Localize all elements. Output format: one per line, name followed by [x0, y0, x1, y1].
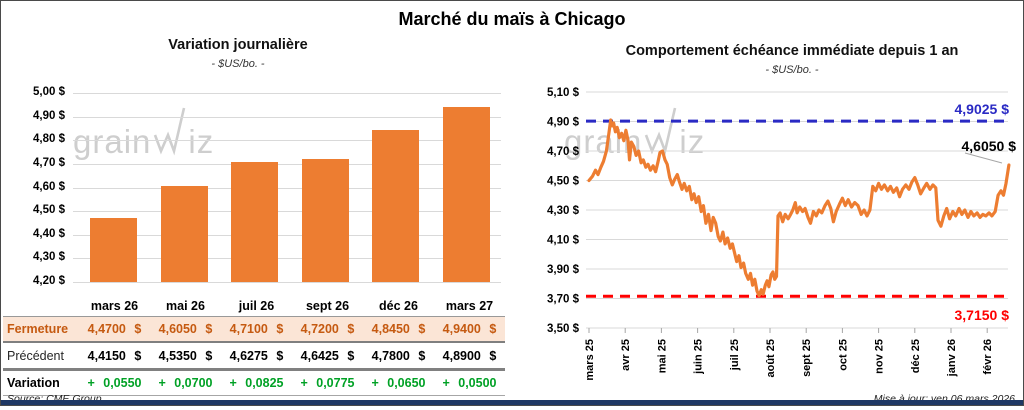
x-axis-tick-label: févr 26 [982, 339, 994, 374]
bar-sept-26 [302, 159, 349, 282]
y-axis-tick-label: 4,60 $ [1, 181, 65, 193]
y-axis-tick-label: 4,30 $ [547, 205, 580, 217]
table-cell: 4,6275 $ [221, 342, 292, 370]
x-axis-tick-label: avr 25 [620, 339, 632, 371]
y-axis-tick-label: 3,50 $ [547, 323, 580, 335]
x-axis-tick-label: sept 25 [801, 339, 813, 377]
y-axis-tick-label: 4,70 $ [1, 157, 65, 169]
row-label: Fermeture [3, 317, 79, 343]
row-label: Précédent [3, 342, 79, 370]
contract-high-label: 4,9025 $ [955, 101, 1010, 117]
table-cell: + 0,0650 [363, 370, 434, 396]
bar-mars-26 [90, 218, 137, 282]
y-axis-tick-label: 4,90 $ [547, 117, 580, 129]
table-cell: + 0,0550 [79, 370, 150, 396]
table-cell: 4,7100 $ [221, 317, 292, 343]
y-axis-tick-label: 4,20 $ [1, 275, 65, 287]
bar-déc-26 [372, 130, 419, 282]
table-cell: + 0,0500 [434, 370, 505, 396]
table-cell: 4,5350 $ [150, 342, 221, 370]
table-cell: 4,7200 $ [292, 317, 363, 343]
gridline [73, 235, 501, 236]
table-cell: + 0,0825 [221, 370, 292, 396]
table-row-fermeture: Fermeture4,4700 $4,6050 $4,7100 $4,7200 … [3, 317, 505, 343]
x-axis-tick-label: juil 25 [729, 339, 741, 371]
x-axis-tick-label: oct 25 [837, 339, 849, 371]
quotes-table: mars 26mai 26juil 26sept 26déc 26mars 27… [3, 295, 505, 396]
table-cell: 4,8450 $ [363, 317, 434, 343]
x-axis-tick-label: août 25 [765, 339, 777, 378]
month-header-cell: sept 26 [292, 295, 363, 317]
table-cell: 4,7800 $ [363, 342, 434, 370]
bar-mars-27 [443, 107, 490, 282]
gridline [73, 282, 501, 283]
month-header-cell: déc 26 [363, 295, 434, 317]
gridline [73, 164, 501, 165]
y-axis-tick-label: 4,70 $ [547, 146, 580, 158]
table-row-variation: Variation+ 0,0550+ 0,0700+ 0,0825+ 0,077… [3, 370, 505, 396]
table-row-precedent: Précédent4,4150 $4,5350 $4,6275 $4,6425 … [3, 342, 505, 370]
table-cell: 4,8900 $ [434, 342, 505, 370]
row-label: Variation [3, 370, 79, 396]
x-axis-tick-label: nov 25 [874, 339, 886, 374]
table-cell: 4,4150 $ [79, 342, 150, 370]
month-header-cell: mars 26 [79, 295, 150, 317]
gridline [73, 117, 501, 118]
bar-chart-plot-area [73, 93, 501, 282]
y-axis-tick-label: 4,30 $ [1, 251, 65, 263]
bar-chart-title: Variation journalière [1, 37, 475, 53]
y-axis-tick-label: 4,10 $ [547, 235, 580, 247]
line-chart-y-axis: 5,10 $ 4,90 $ 4,70 $ 4,50 $ 4,30 $ 4,10 $ 3,90… [547, 87, 580, 335]
gridline [73, 140, 501, 141]
x-axis-tick-label: déc 25 [910, 339, 922, 373]
y-axis-tick-label: 4,90 $ [1, 110, 65, 122]
table-cell: 4,6050 $ [150, 317, 221, 343]
bar-mai-26 [161, 186, 208, 282]
y-axis-tick-label: 4,50 $ [1, 204, 65, 216]
table-cell: 4,4700 $ [79, 317, 150, 343]
table-cell: 4,6425 $ [292, 342, 363, 370]
x-axis-tick-label: mars 25 [584, 339, 596, 381]
last-price-label: 4,6050 $ [962, 138, 1017, 154]
line-chart-x-axis: mars 25 avr 25 mai 25 juin 25 juil 25 août 25… [584, 328, 994, 381]
bottom-accent-bar [1, 400, 1023, 405]
y-axis-tick-label: 5,10 $ [547, 87, 580, 99]
gridline [73, 258, 501, 259]
y-axis-tick-label: 4,40 $ [1, 228, 65, 240]
month-header-cell: mai 26 [150, 295, 221, 317]
table-cell: + 0,0775 [292, 370, 363, 396]
table-corner-cell [3, 295, 79, 317]
month-header-cell: mars 27 [434, 295, 505, 317]
x-axis-tick-label: juin 25 [693, 339, 705, 375]
bar-juil-26 [231, 162, 278, 282]
dashboard-frame: Marché du maïs à Chicago Variation journ… [0, 0, 1024, 406]
gridline [73, 93, 501, 94]
bar-chart-subtitle: - $US/bo. - [1, 58, 475, 70]
y-axis-tick-label: 4,50 $ [547, 176, 580, 188]
x-axis-tick-label: mai 25 [656, 339, 668, 373]
y-axis-tick-label: 5,00 $ [1, 86, 65, 98]
line-chart: 5,10 $ 4,90 $ 4,70 $ 4,50 $ 4,30 $ 4,10 $ 3,90… [513, 1, 1023, 405]
table-cell: + 0,0700 [150, 370, 221, 396]
gridline [73, 211, 501, 212]
y-axis-tick-label: 4,80 $ [1, 133, 65, 145]
y-axis-tick-label: 3,70 $ [547, 294, 580, 306]
y-axis-tick-label: 3,90 $ [547, 264, 580, 276]
last-point-leader-line [965, 153, 1002, 163]
x-axis-tick-label: janv 26 [946, 339, 958, 377]
month-header-cell: juil 26 [221, 295, 292, 317]
table-cell: 4,9400 $ [434, 317, 505, 343]
contract-low-label: 3,7150 $ [955, 307, 1010, 323]
table-header-row: mars 26mai 26juil 26sept 26déc 26mars 27 [3, 295, 505, 317]
gridline [73, 188, 501, 189]
